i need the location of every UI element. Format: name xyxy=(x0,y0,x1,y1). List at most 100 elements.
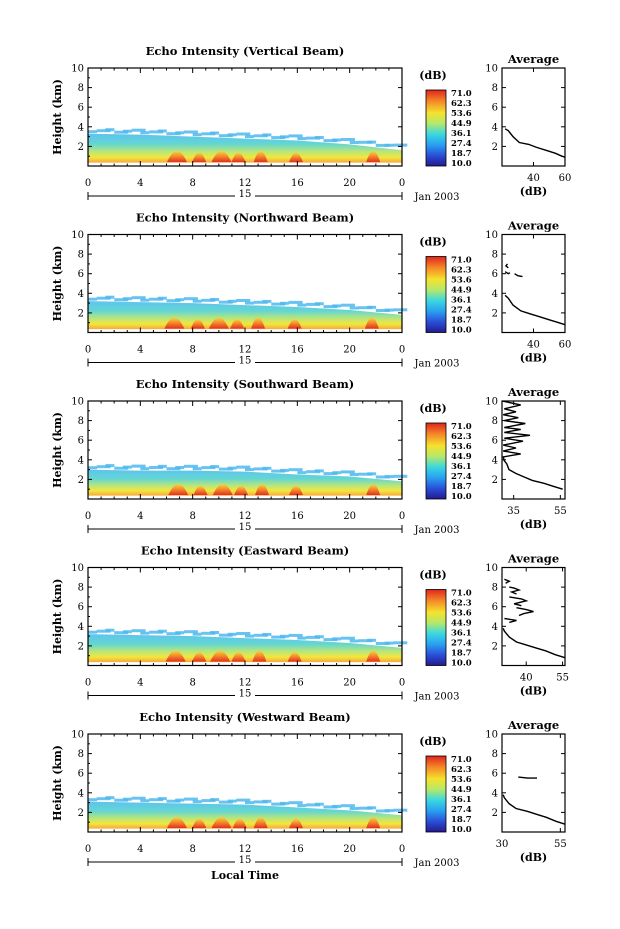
echo-speckle xyxy=(279,801,289,805)
x-tick-label: 0 xyxy=(399,345,405,356)
echo-speckle xyxy=(375,143,390,147)
echo-speckle xyxy=(88,466,97,470)
echo-speckle xyxy=(367,806,377,810)
y-axis-label: Height (km) xyxy=(51,79,64,155)
echo-speckle xyxy=(384,143,394,147)
panel-2: Echo Intensity (Southward Beam) 10 8 6 4 2 Hei… xyxy=(51,377,567,536)
echo-band xyxy=(88,801,402,829)
colorbar-unit: (dB) xyxy=(419,402,446,415)
echo-speckle xyxy=(236,632,251,635)
echo-speckle xyxy=(175,798,185,802)
echo-speckle xyxy=(140,631,150,635)
echo-speckle xyxy=(201,466,216,470)
echo-speckle xyxy=(393,641,408,645)
convective-cell xyxy=(232,818,247,829)
echo-speckle xyxy=(218,633,233,637)
echo-speckle xyxy=(271,136,286,140)
average-frame xyxy=(501,400,566,500)
echo-speckle xyxy=(192,800,202,804)
x-tick-label: 4 xyxy=(137,511,143,522)
y-axis-label: Height (km) xyxy=(51,246,64,322)
month-label: Jan 2003 xyxy=(413,858,459,869)
echo-speckle xyxy=(201,631,216,635)
x-tick-label: 0 xyxy=(85,844,91,855)
average-profile-fragment xyxy=(518,776,537,779)
y-tick-label: 4 xyxy=(78,788,84,799)
average-x-tick-label: 55 xyxy=(554,506,567,517)
colorbar-tick-label: 18.7 xyxy=(451,482,472,492)
echo-speckle xyxy=(358,140,373,144)
average-x-tick-label: 35 xyxy=(507,506,520,517)
y-tick-label: 6 xyxy=(78,436,84,447)
echo-speckle xyxy=(306,803,321,807)
echo-speckle xyxy=(288,633,303,637)
convective-cell xyxy=(366,151,381,163)
x-tick-label: 8 xyxy=(189,511,195,522)
x-tick-label: 0 xyxy=(399,678,405,689)
colorbar-unit: (dB) xyxy=(419,69,446,82)
echo-speckle xyxy=(166,132,181,136)
convective-cell xyxy=(231,152,246,163)
x-tick-label: 16 xyxy=(291,511,304,522)
y-tick-label: 6 xyxy=(78,602,84,613)
colorbar-tick-label: 10.0 xyxy=(451,825,472,835)
echo-speckle xyxy=(122,297,132,301)
echo-speckle xyxy=(393,808,408,812)
echo-speckle xyxy=(157,129,167,133)
convective-cell xyxy=(289,485,304,496)
echo-speckle xyxy=(157,464,167,468)
x-tick-label: 12 xyxy=(239,678,252,689)
x-axis-label: Local Time xyxy=(211,869,279,882)
echo-speckle xyxy=(288,801,303,805)
date-bar-gap xyxy=(235,189,255,199)
echo-speckle xyxy=(175,631,185,635)
echo-speckle xyxy=(332,138,342,142)
echo-speckle xyxy=(114,798,129,802)
convective-cell xyxy=(230,319,245,329)
convective-cell xyxy=(251,317,266,329)
echo-speckle xyxy=(253,300,268,304)
y-tick-label: 6 xyxy=(78,769,84,780)
echo-speckle xyxy=(323,638,338,642)
echo-speckle xyxy=(288,468,303,472)
x-tick-label: 20 xyxy=(343,844,356,855)
echo-speckle xyxy=(288,300,303,304)
y-tick-label: 10 xyxy=(71,230,84,241)
average-profile-fragment xyxy=(509,586,522,595)
colorbar-tick-label: 10.0 xyxy=(451,159,472,169)
echo-speckle xyxy=(131,464,146,468)
x-tick-label: 8 xyxy=(189,345,195,356)
echo-speckle xyxy=(262,632,272,636)
echo-speckle xyxy=(166,467,181,471)
convective-cell xyxy=(190,319,205,329)
echo-speckle xyxy=(192,299,202,303)
echo-speckle xyxy=(306,635,321,639)
echo-speckle xyxy=(323,472,338,476)
date-bar-gap xyxy=(235,688,255,699)
colorbar-tick-label: 44.9 xyxy=(451,785,472,795)
echo-speckle xyxy=(245,801,254,805)
echo-speckle xyxy=(271,635,286,639)
average-y-tick-label: 6 xyxy=(492,103,498,114)
echo-speckle xyxy=(349,141,359,144)
echo-speckle xyxy=(122,129,132,133)
average-y-tick-label: 2 xyxy=(492,142,498,153)
panel-title: Echo Intensity (Westward Beam) xyxy=(139,710,350,724)
average-profile-fragment xyxy=(504,578,511,584)
x-tick-label: 0 xyxy=(85,345,91,356)
average-y-tick-label: 4 xyxy=(492,622,498,633)
colorbar-tick-label: 62.3 xyxy=(451,99,472,109)
echo-speckle xyxy=(210,465,220,469)
echo-speckle xyxy=(288,134,303,138)
echo-speckle xyxy=(175,131,185,135)
echo-speckle xyxy=(340,470,355,474)
x-tick-label: 16 xyxy=(291,678,304,689)
echo-speckle xyxy=(271,469,286,473)
x-tick-label: 12 xyxy=(239,345,252,356)
echo-speckle xyxy=(349,306,359,310)
convective-cell xyxy=(255,484,270,496)
average-y-tick-label: 6 xyxy=(492,269,498,280)
echo-speckle xyxy=(157,797,167,801)
average-x-tick-label: 40 xyxy=(520,673,533,684)
